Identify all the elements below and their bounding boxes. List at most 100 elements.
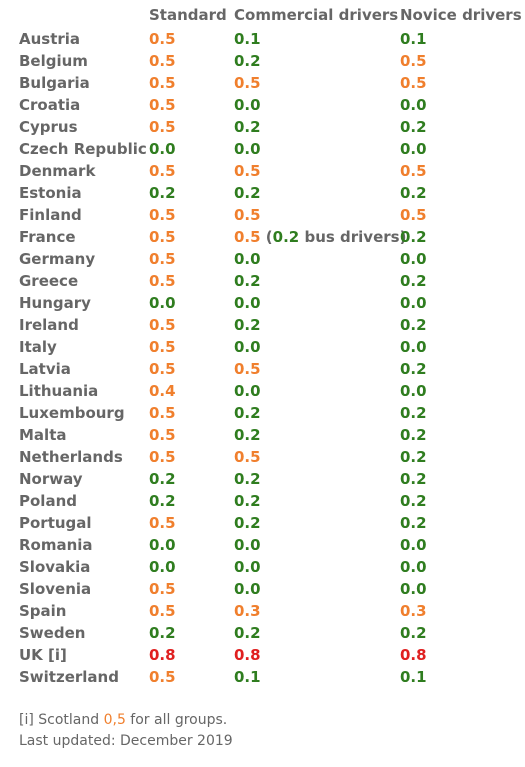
value-commercial: 0.2: [234, 314, 261, 336]
value-commercial-main: 0.2: [234, 470, 261, 488]
value-commercial: 0.5: [234, 72, 261, 94]
table-row: Netherlands 0.5 0.5 0.2: [0, 446, 525, 468]
country-name: Sweden: [19, 624, 86, 642]
table-row: Spain 0.5 0.3 0.3: [0, 600, 525, 622]
value-commercial-main: 0.3: [234, 602, 261, 620]
country-name: Spain: [19, 602, 67, 620]
value-novice: 0.2: [400, 470, 427, 488]
footnote-prefix: [i] Scotland: [19, 712, 104, 728]
value-commercial-main: 0.2: [234, 624, 261, 642]
value-standard: 0.5: [149, 96, 176, 114]
value-novice: 0.1: [400, 30, 427, 48]
value-commercial-main: 0.1: [234, 668, 261, 686]
value-novice: 0.0: [400, 294, 427, 312]
value-novice: 0.2: [400, 118, 427, 136]
value-commercial: 0.0: [234, 534, 261, 556]
table-row: Slovakia 0.0 0.0 0.0: [0, 556, 525, 578]
table-row: Lithuania 0.4 0.0 0.0: [0, 380, 525, 402]
value-standard: 0.5: [149, 404, 176, 422]
value-standard: 0.2: [149, 470, 176, 488]
table-header: Standard Commercial drivers Novice drive…: [0, 6, 525, 28]
value-novice: 0.5: [400, 74, 427, 92]
value-commercial: 0.8: [234, 644, 261, 666]
table-row: Latvia 0.5 0.5 0.2: [0, 358, 525, 380]
value-novice: 0.0: [400, 382, 427, 400]
value-standard: 0.5: [149, 206, 176, 224]
table-row: Belgium 0.5 0.2 0.5: [0, 50, 525, 72]
table-row: Germany 0.5 0.0 0.0: [0, 248, 525, 270]
country-name: Greece: [19, 272, 79, 290]
value-standard: 0.5: [149, 30, 176, 48]
value-standard: 0.2: [149, 492, 176, 510]
value-novice: 0.0: [400, 536, 427, 554]
value-commercial: 0.2: [234, 490, 261, 512]
value-standard: 0.5: [149, 338, 176, 356]
value-commercial-main: 0.5: [234, 228, 261, 246]
footnote: [i] Scotland 0,5 for all groups. Last up…: [19, 710, 233, 752]
table-row: Norway 0.2 0.2 0.2: [0, 468, 525, 490]
value-commercial-main: 0.2: [234, 52, 261, 70]
value-commercial: 0.1: [234, 28, 261, 50]
value-commercial-main: 0.0: [234, 536, 261, 554]
value-standard: 0.5: [149, 74, 176, 92]
value-commercial-main: 0.2: [234, 118, 261, 136]
value-standard: 0.0: [149, 294, 176, 312]
value-standard: 0.2: [149, 624, 176, 642]
value-novice: 0.2: [400, 272, 427, 290]
value-commercial: 0.2: [234, 424, 261, 446]
country-name: Finland: [19, 206, 82, 224]
value-commercial: 0.0: [234, 556, 261, 578]
value-novice: 0.2: [400, 316, 427, 334]
value-commercial: 0.0: [234, 578, 261, 600]
header-commercial: Commercial drivers: [234, 6, 399, 24]
value-commercial-main: 0.0: [234, 250, 261, 268]
value-novice: 0.2: [400, 448, 427, 466]
table-row: Luxembourg 0.5 0.2 0.2: [0, 402, 525, 424]
commercial-note-open: (: [260, 228, 273, 246]
value-standard: 0.0: [149, 140, 176, 158]
table-row: Estonia 0.2 0.2 0.2: [0, 182, 525, 204]
value-novice: 0.0: [400, 580, 427, 598]
table-row: UK [i] 0.8 0.8 0.8: [0, 644, 525, 666]
country-name: Poland: [19, 492, 77, 510]
value-novice: 0.0: [400, 250, 427, 268]
table-row: Cyprus 0.5 0.2 0.2: [0, 116, 525, 138]
country-name: Croatia: [19, 96, 81, 114]
country-name: Malta: [19, 426, 67, 444]
table-row: Greece 0.5 0.2 0.2: [0, 270, 525, 292]
value-novice: 0.5: [400, 206, 427, 224]
value-commercial: 0.0: [234, 138, 261, 160]
value-novice: 0.5: [400, 52, 427, 70]
value-novice: 0.0: [400, 96, 427, 114]
value-novice: 0.0: [400, 338, 427, 356]
value-commercial-main: 0.0: [234, 96, 261, 114]
table-body: Austria 0.5 0.1 0.1 Belgium 0.5 0.2 0.5 Bulgaria…: [0, 28, 525, 688]
value-novice: 0.2: [400, 228, 427, 246]
country-name: Lithuania: [19, 382, 99, 400]
table-row: Austria 0.5 0.1 0.1: [0, 28, 525, 50]
country-name: Belgium: [19, 52, 88, 70]
footnote-value: 0,5: [103, 712, 126, 728]
table-row: Czech Republic 0.0 0.0 0.0: [0, 138, 525, 160]
value-standard: 0.5: [149, 52, 176, 70]
value-commercial: 0.3: [234, 600, 261, 622]
country-name: Estonia: [19, 184, 82, 202]
country-name: Germany: [19, 250, 96, 268]
value-commercial-main: 0.0: [234, 140, 261, 158]
value-commercial: 0.0: [234, 380, 261, 402]
header-standard: Standard: [149, 6, 227, 24]
footnote-suffix: for all groups.: [125, 712, 228, 728]
table-row: Sweden 0.2 0.2 0.2: [0, 622, 525, 644]
value-commercial-main: 0.2: [234, 492, 261, 510]
value-commercial-main: 0.0: [234, 558, 261, 576]
value-commercial-main: 0.0: [234, 580, 261, 598]
table-row: Croatia 0.5 0.0 0.0: [0, 94, 525, 116]
country-name: Czech Republic: [19, 140, 147, 158]
value-novice: 0.2: [400, 404, 427, 422]
value-standard: 0.4: [149, 382, 176, 400]
country-name: Austria: [19, 30, 81, 48]
country-name: UK [i]: [19, 646, 67, 664]
country-name: Luxembourg: [19, 404, 125, 422]
value-commercial-main: 0.5: [234, 360, 261, 378]
country-name: Ireland: [19, 316, 79, 334]
